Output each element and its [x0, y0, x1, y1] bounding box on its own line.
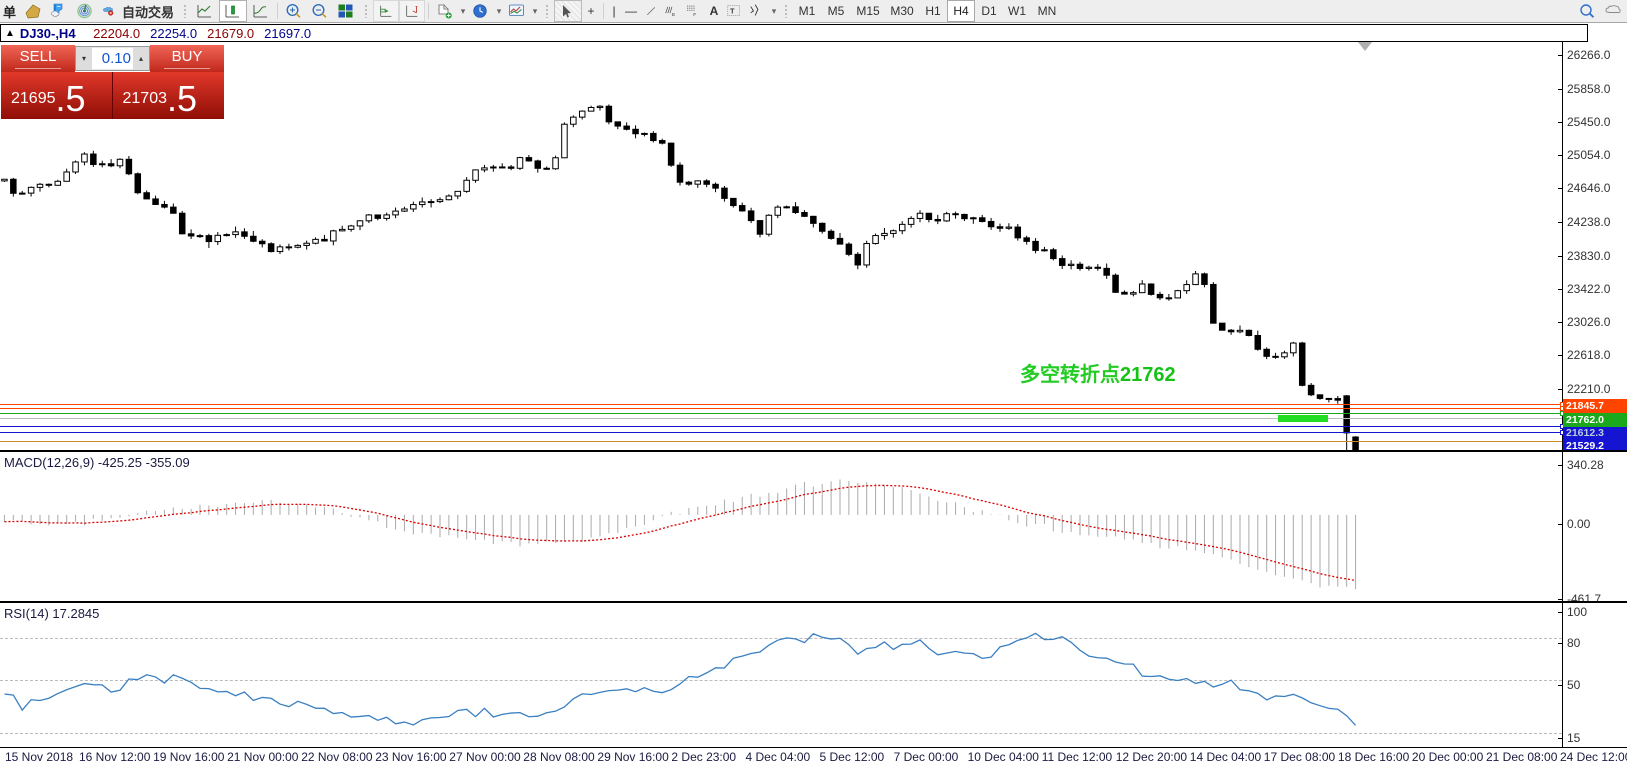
svg-text:T: T: [730, 8, 735, 15]
svg-text:F: F: [693, 12, 696, 18]
svg-text:E: E: [672, 12, 676, 18]
